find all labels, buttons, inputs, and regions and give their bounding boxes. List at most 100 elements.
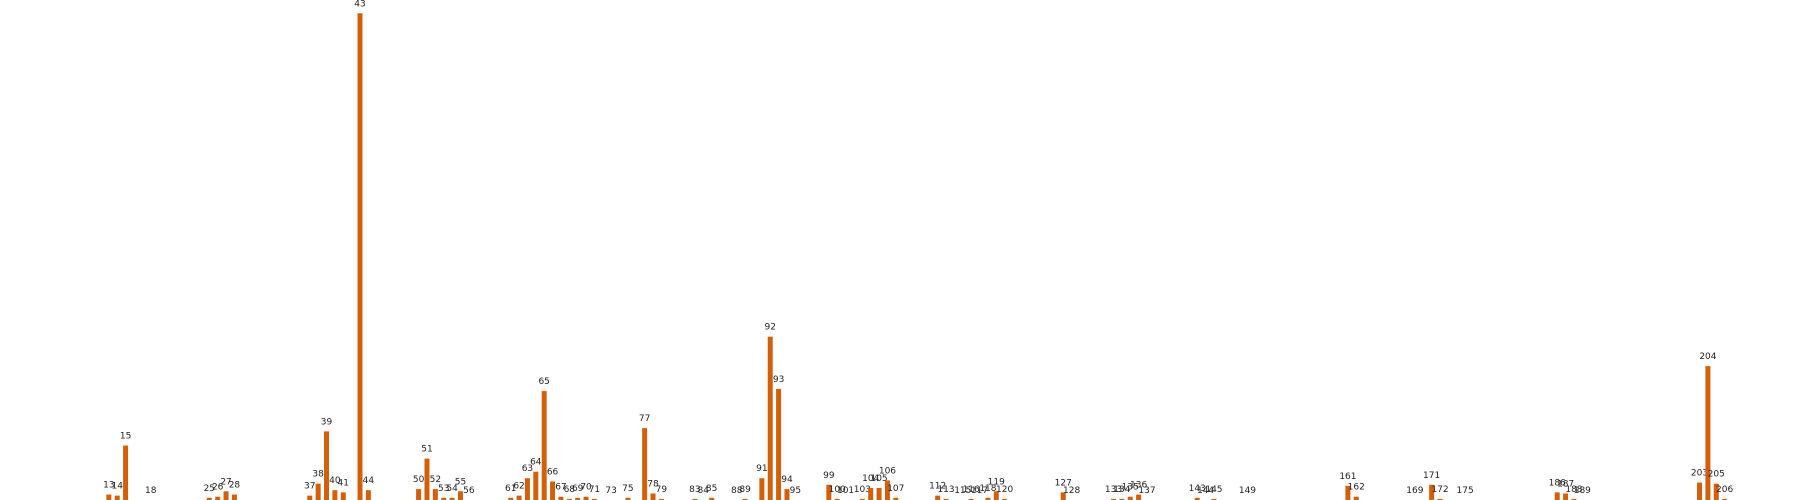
bar-label-43: 43	[354, 0, 365, 9]
bar-71	[591, 498, 597, 500]
bar-136	[1136, 494, 1142, 500]
bar-116	[968, 498, 974, 500]
bar-label-89: 89	[739, 485, 751, 495]
bar-label-53: 53	[438, 484, 449, 494]
bar-label-61: 61	[505, 484, 516, 494]
bar-label-85: 85	[706, 484, 717, 494]
bar-label-169: 169	[1406, 486, 1423, 496]
bar-85	[709, 497, 715, 500]
bar-67	[558, 496, 564, 500]
bar-label-103: 103	[854, 485, 871, 495]
bar-label-104: 104	[862, 474, 879, 484]
bar-label-171: 171	[1423, 471, 1440, 481]
bar-label-44: 44	[363, 476, 375, 486]
bar-label-66: 66	[547, 467, 559, 477]
bar-135	[1127, 496, 1133, 500]
bar-label-77: 77	[639, 414, 650, 424]
bar-14	[114, 495, 120, 500]
bar-label-67: 67	[555, 483, 566, 493]
bar-93	[776, 388, 782, 500]
bar-162	[1353, 496, 1359, 500]
bar-52	[432, 489, 438, 500]
bar-15	[123, 445, 129, 500]
bar-28	[231, 494, 237, 500]
bar-label-120: 120	[996, 485, 1013, 495]
bar-label-112: 112	[929, 482, 946, 492]
bar-label-100: 100	[829, 485, 846, 495]
bar-label-113: 113	[937, 485, 954, 495]
bar-label-73: 73	[605, 486, 616, 496]
bar-54	[449, 497, 455, 500]
bar-206	[1722, 498, 1728, 500]
bar-37	[307, 495, 313, 500]
bar-label-88: 88	[731, 486, 743, 496]
bar-label-137: 137	[1138, 486, 1155, 496]
bar-113	[943, 498, 949, 500]
bar-204	[1705, 366, 1711, 500]
bar-label-135: 135	[1122, 483, 1139, 493]
bar-161	[1345, 485, 1351, 500]
bar-label-93: 93	[773, 375, 784, 385]
bar-label-40: 40	[329, 476, 341, 486]
bar-label-75: 75	[622, 484, 633, 494]
bar-label-64: 64	[530, 458, 542, 468]
bar-38	[315, 483, 321, 500]
bar-label-204: 204	[1699, 352, 1716, 362]
bar-label-51: 51	[421, 445, 432, 455]
bar-label-62: 62	[513, 482, 524, 492]
bar-91	[759, 478, 765, 500]
bar-92	[767, 336, 773, 500]
bar-27	[223, 491, 229, 500]
bar-51	[424, 458, 430, 500]
bar-186	[1554, 492, 1560, 500]
bar-label-128: 128	[1063, 486, 1080, 496]
bar-label-25: 25	[204, 484, 215, 494]
bar-label-38: 38	[312, 470, 324, 480]
bar-label-107: 107	[887, 484, 904, 494]
bar-107	[893, 497, 899, 500]
bar-99	[826, 484, 832, 500]
bar-205	[1713, 483, 1719, 500]
bar-61	[508, 497, 514, 500]
bar-label-188: 188	[1565, 485, 1582, 495]
bar-label-41: 41	[338, 478, 349, 488]
bar-label-28: 28	[229, 481, 241, 491]
bar-label-69: 69	[572, 484, 584, 494]
bar-label-187: 187	[1557, 479, 1574, 489]
bar-64	[533, 471, 539, 500]
bar-label-115: 115	[954, 486, 971, 496]
bar-label-117: 117	[971, 486, 988, 496]
bar-25	[206, 497, 212, 500]
bar-89	[742, 498, 748, 500]
bar-label-94: 94	[781, 475, 793, 485]
bar-120	[1002, 498, 1008, 500]
bar-label-149: 149	[1239, 486, 1256, 496]
bar-187	[1563, 493, 1569, 500]
bar-label-14: 14	[111, 482, 123, 492]
bar-112	[935, 495, 941, 500]
bar-68	[566, 498, 572, 500]
bar-label-83: 83	[689, 485, 700, 495]
bar-55	[457, 491, 463, 500]
bar-203	[1697, 482, 1703, 500]
bar-label-106: 106	[879, 466, 896, 476]
bar-label-65: 65	[538, 377, 549, 387]
bar-119	[993, 491, 999, 500]
bar-label-189: 189	[1574, 486, 1591, 496]
bar-50	[416, 489, 422, 500]
bar-40	[332, 490, 338, 500]
bar-53	[441, 497, 447, 500]
bar-label-203: 203	[1691, 469, 1708, 479]
bar-label-54: 54	[446, 484, 458, 494]
bar-label-52: 52	[430, 475, 441, 485]
bar-62	[516, 495, 522, 500]
bar-78	[650, 493, 656, 500]
bar-79	[658, 498, 664, 500]
bar-label-186: 186	[1549, 478, 1566, 488]
bar-label-56: 56	[463, 486, 475, 496]
bar-105	[876, 488, 882, 500]
bar-106	[884, 480, 890, 500]
bar-label-15: 15	[120, 432, 131, 442]
bar-label-116: 116	[963, 485, 980, 495]
bar-label-118: 118	[979, 484, 996, 494]
